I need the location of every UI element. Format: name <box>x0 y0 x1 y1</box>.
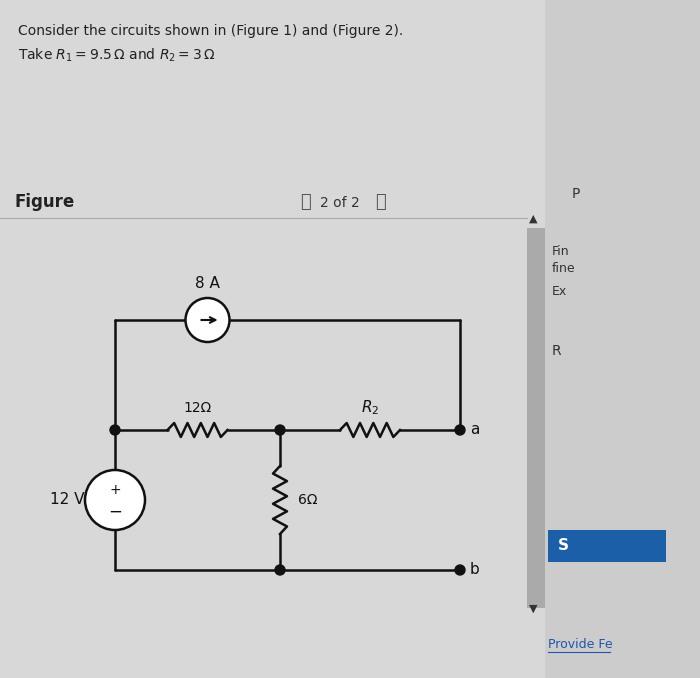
Text: 8 A: 8 A <box>195 277 220 292</box>
Text: Take $R_1 = 9.5\,\Omega$ and $R_2 = 3\,\Omega$: Take $R_1 = 9.5\,\Omega$ and $R_2 = 3\,\… <box>18 47 216 64</box>
FancyBboxPatch shape <box>548 530 666 562</box>
Text: $R_2$: $R_2$ <box>361 399 379 418</box>
Text: b: b <box>470 563 480 578</box>
Text: S: S <box>558 538 569 553</box>
Circle shape <box>186 298 230 342</box>
Text: 〈: 〈 <box>300 193 311 211</box>
Text: Fin: Fin <box>552 245 570 258</box>
Circle shape <box>275 565 285 575</box>
Text: Provide Fe: Provide Fe <box>548 638 612 651</box>
Text: 6Ω: 6Ω <box>298 493 318 507</box>
Text: Ex: Ex <box>552 285 567 298</box>
Text: 12Ω: 12Ω <box>183 401 211 415</box>
Circle shape <box>455 565 465 575</box>
Circle shape <box>110 425 120 435</box>
Circle shape <box>275 425 285 435</box>
Text: R: R <box>552 344 561 358</box>
Text: Figure: Figure <box>15 193 76 211</box>
Text: −: − <box>108 503 122 521</box>
Text: fine: fine <box>552 262 575 275</box>
Text: ▼: ▼ <box>529 604 538 614</box>
Text: P: P <box>572 187 580 201</box>
Text: +: + <box>109 483 121 497</box>
Circle shape <box>455 425 465 435</box>
Text: Consider the circuits shown in (Figure 1) and (Figure 2).: Consider the circuits shown in (Figure 1… <box>18 24 403 38</box>
FancyBboxPatch shape <box>0 0 545 678</box>
Text: ▲: ▲ <box>529 214 538 224</box>
FancyBboxPatch shape <box>545 0 700 678</box>
FancyBboxPatch shape <box>527 228 545 608</box>
Text: 12 V: 12 V <box>50 492 84 508</box>
Text: 2 of 2: 2 of 2 <box>320 196 360 210</box>
Text: a: a <box>470 422 480 437</box>
Text: 〉: 〉 <box>375 193 386 211</box>
Circle shape <box>85 470 145 530</box>
